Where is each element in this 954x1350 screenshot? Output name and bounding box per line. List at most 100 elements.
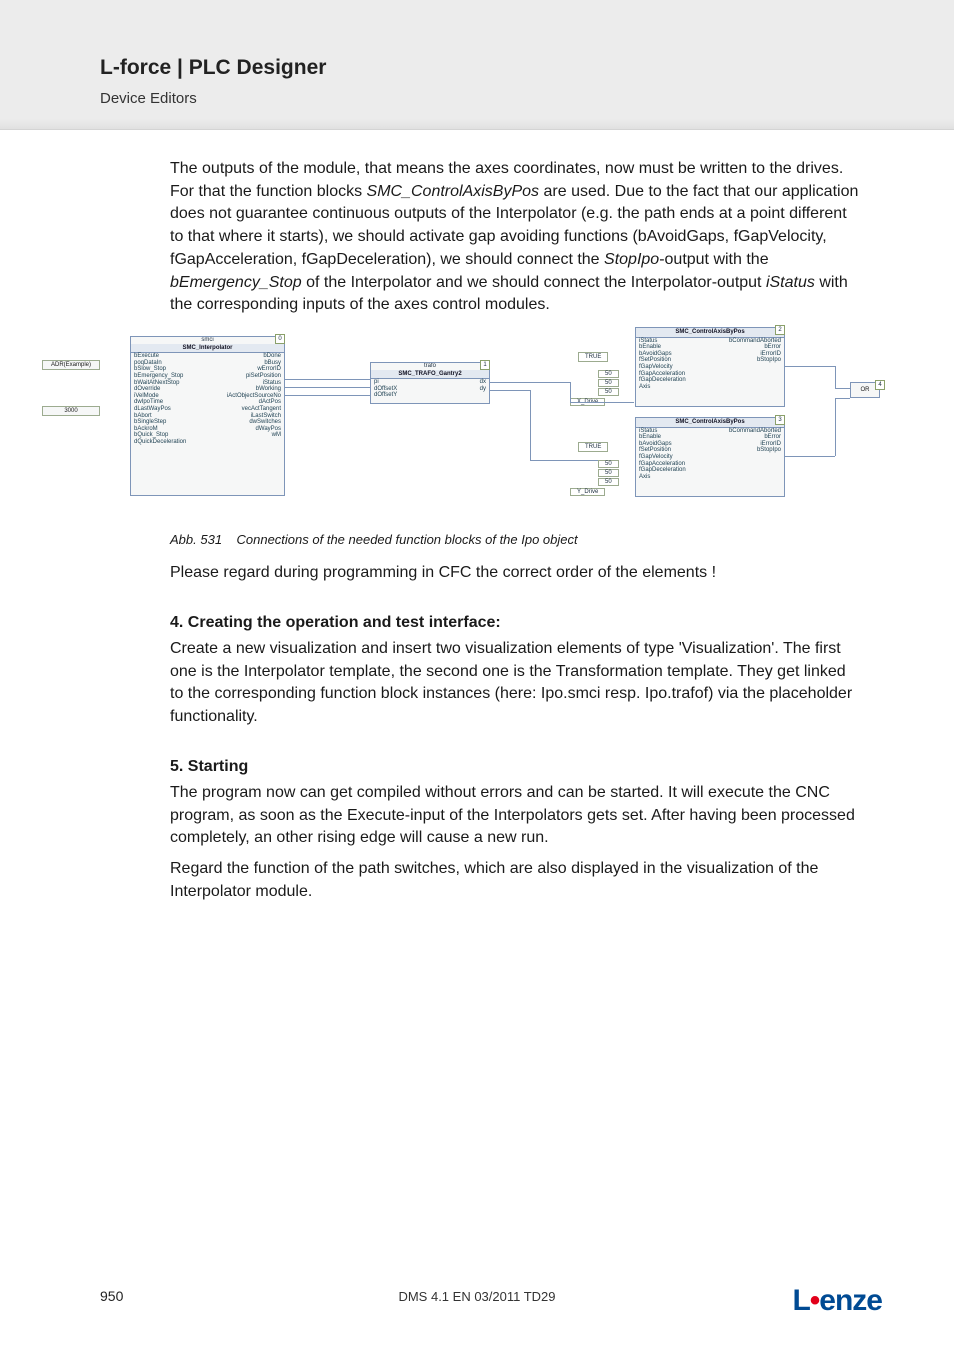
stub-50-2: 50	[598, 379, 619, 387]
p1-c: -output with the	[659, 251, 768, 268]
paragraph-2: Please regard during programming in CFC …	[170, 562, 860, 585]
pin: iStatus	[639, 428, 657, 435]
p1-d: of the Interpolator and we should connec…	[302, 274, 766, 291]
pin: bQuick_Stop	[134, 432, 168, 439]
pin: fGapDeceleration	[639, 467, 686, 474]
pin: pi	[374, 379, 379, 386]
stub-50-3: 50	[598, 388, 619, 396]
page-subtitle: Device Editors	[100, 90, 197, 107]
pin: dWayPos	[256, 426, 281, 433]
ctrlx-title: SMC_ControlAxisByPos	[636, 328, 784, 338]
ctrly-title: SMC_ControlAxisByPos	[636, 418, 784, 428]
paragraph-1: The outputs of the module, that means th…	[170, 158, 860, 317]
pin: iVelMode	[134, 393, 159, 400]
block-interpolator: smci SMC_Interpolator bExecute bDone poqD…	[130, 336, 285, 496]
pin: dQuickDeceleration	[134, 439, 186, 446]
pin: iActObjectSourceNo	[227, 393, 281, 400]
idx-3: 3	[775, 415, 785, 425]
pin: bCommandAborted	[729, 338, 781, 345]
pin: fGapVelocity	[639, 364, 673, 371]
trafo-title: SMC_TRAFO_Gantry2	[371, 370, 489, 380]
block-trafo: trafo SMC_TRAFO_Gantry2 pidx dOffsetXdy …	[370, 362, 490, 404]
wire	[835, 398, 850, 399]
pin: bWaitAtNextStop	[134, 380, 179, 387]
logo-l: L	[792, 1284, 809, 1317]
pin: dActPos	[259, 399, 281, 406]
pin: bSingleStep	[134, 419, 166, 426]
pin: bStopIpo	[757, 357, 781, 364]
wire	[785, 456, 835, 457]
pin: fGapDeceleration	[639, 377, 686, 384]
pin: bAbort	[134, 413, 152, 420]
paragraph-5: Regard the function of the path switches…	[170, 858, 860, 903]
stub-50-5: 50	[598, 469, 619, 477]
pin: piSetPosition	[246, 373, 281, 380]
idx-2: 2	[775, 325, 785, 335]
pin: iStatus	[639, 338, 657, 345]
interp-title: SMC_Interpolator	[131, 344, 284, 354]
logo-enze: enze	[819, 1284, 882, 1317]
p1-em3: bEmergency_Stop	[170, 274, 302, 291]
pin: bEnable	[639, 434, 661, 441]
figure-caption: Abb. 531 Connections of the needed funct…	[170, 532, 860, 547]
wire	[490, 382, 570, 383]
pin: dy	[480, 386, 486, 393]
caption-text: Connections of the needed function block…	[237, 532, 578, 547]
pin: fGapAcceleration	[639, 371, 685, 378]
pin: dOffsetY	[374, 392, 397, 399]
pin: dwIpoTime	[134, 399, 163, 406]
cfc-diagram: ADR(Example) 3000 smci SMC_Interpolator …	[40, 322, 920, 522]
wire	[490, 390, 530, 391]
pin: vecActTangent	[242, 406, 281, 413]
pin: dOverride	[134, 386, 160, 393]
pin: bAvoidGaps	[639, 441, 672, 448]
caption-label: Abb. 531	[170, 532, 222, 547]
stub-adr: ADR(Example)	[42, 360, 100, 370]
wire	[530, 390, 531, 460]
pin: bCommandAborted	[729, 428, 781, 435]
pin: bEnable	[639, 344, 661, 351]
stub-true-y: TRUE	[578, 442, 608, 452]
pin: fSetPosition	[639, 447, 671, 454]
paragraph-3: Create a new visualization and insert tw…	[170, 638, 860, 729]
pin: Axis	[639, 474, 650, 481]
wire	[835, 388, 850, 389]
pin: fSetPosition	[639, 357, 671, 364]
pin: dx	[480, 379, 486, 386]
interp-instname: smci	[131, 337, 284, 344]
page-title: L-force | PLC Designer	[100, 56, 326, 80]
wire	[835, 366, 836, 388]
pin: bExecute	[134, 353, 159, 360]
pin: iLastSwitch	[251, 413, 281, 420]
pin: bDone	[263, 353, 281, 360]
pin: bError	[764, 434, 781, 441]
pin: bStopIpo	[757, 447, 781, 454]
idx-4: 4	[875, 380, 885, 390]
idx-1: 1	[480, 360, 490, 370]
pin: bAvoidGaps	[639, 351, 672, 358]
pin: poqDataIn	[134, 360, 162, 367]
trafo-instname: trafo	[371, 363, 489, 370]
block-ctrl-y: SMC_ControlAxisByPos iStatus bCommandAbor…	[635, 417, 785, 497]
pin: dLastWayPos	[134, 406, 171, 413]
wire	[570, 402, 634, 403]
pin: fGapAcceleration	[639, 461, 685, 468]
wire	[285, 379, 370, 380]
wire	[835, 398, 836, 456]
pin: fGapVelocity	[639, 454, 673, 461]
wire	[570, 382, 571, 402]
stub-50-6: 50	[598, 478, 619, 486]
pin: bWorking	[256, 386, 281, 393]
lenze-logo: L•enze	[792, 1284, 882, 1318]
p1-em4: iStatus	[766, 274, 815, 291]
pin: dwSwitches	[249, 419, 281, 426]
pin: iErrorID	[760, 441, 781, 448]
pin: wM	[272, 432, 281, 439]
pin: bError	[764, 344, 781, 351]
heading-5: 5. Starting	[170, 756, 860, 779]
paragraph-4: The program now can get compiled without…	[170, 782, 860, 850]
idx-0: 0	[275, 334, 285, 344]
stub-3000: 3000	[42, 406, 100, 416]
heading-4: 4. Creating the operation and test inter…	[170, 612, 860, 635]
wire	[285, 387, 370, 388]
